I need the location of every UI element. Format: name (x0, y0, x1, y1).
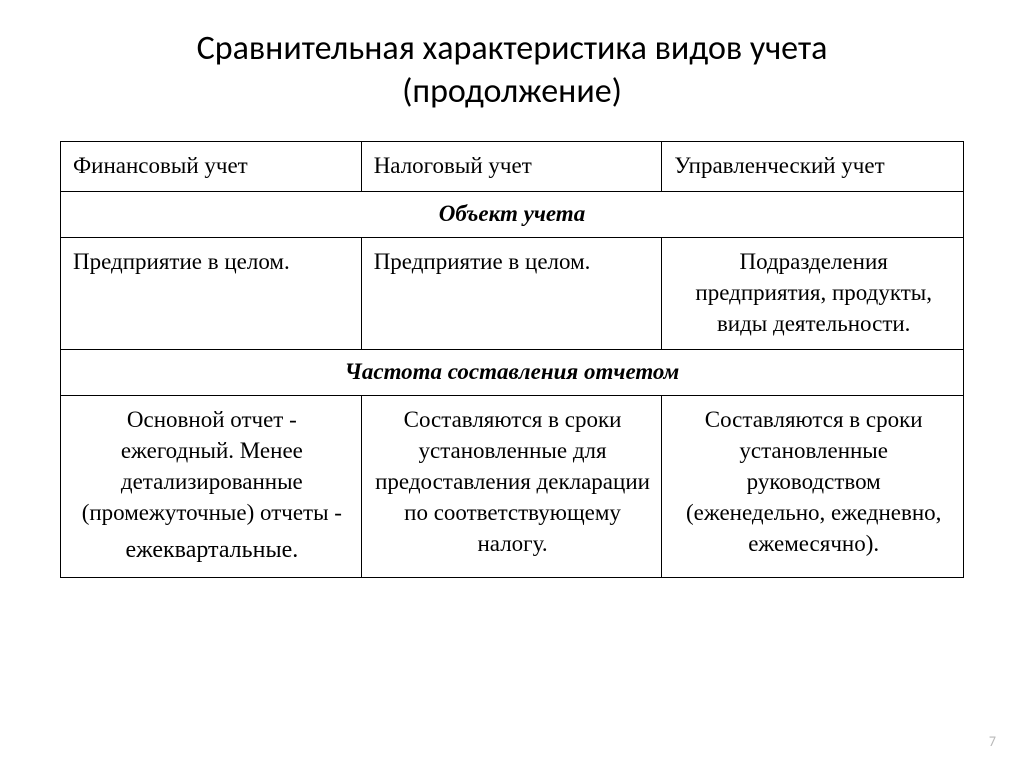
slide: Сравнительная характеристика видов учета… (0, 0, 1024, 768)
table-row: Предприятие в целом. Предприятие в целом… (61, 238, 964, 350)
header-col2: Налоговый учет (361, 142, 662, 192)
table-row: Основной отчет - ежегодный. Менее детали… (61, 396, 964, 578)
header-col1: Финансовый учет (61, 142, 362, 192)
section-label-frequency: Частота составления отчетом (61, 350, 964, 396)
header-col3: Управленческий учет (662, 142, 964, 192)
title-line-2: (продолжение) (402, 71, 622, 112)
cell-freq-col1: Основной отчет - ежегодный. Менее детали… (61, 396, 362, 578)
comparison-table: Финансовый учет Налоговый учет Управленч… (60, 141, 964, 578)
title-line-1: Сравнительная характеристика видов учета (197, 28, 828, 69)
cell-freq-col2: Составляются в сроки установленные для п… (361, 396, 662, 578)
page-number: 7 (989, 733, 996, 750)
cell-freq-col1-part-a: Основной отчет - ежегодный. Менее детали… (82, 407, 342, 525)
section-row-frequency: Частота составления отчетом (61, 350, 964, 396)
section-label-object: Объект учета (61, 192, 964, 238)
cell-object-col2: Предприятие в целом. (361, 238, 662, 350)
table-header-row: Финансовый учет Налоговый учет Управленч… (61, 142, 964, 192)
page-title: Сравнительная характеристика видов учета… (60, 28, 964, 113)
cell-freq-col1-part-b: ежеквартальные. (73, 534, 351, 566)
cell-object-col3: Подразделения предприятия, продукты, вид… (662, 238, 964, 350)
section-row-object: Объект учета (61, 192, 964, 238)
cell-object-col1: Предприятие в целом. (61, 238, 362, 350)
cell-freq-col3: Составляются в сроки установленные руков… (662, 396, 964, 578)
